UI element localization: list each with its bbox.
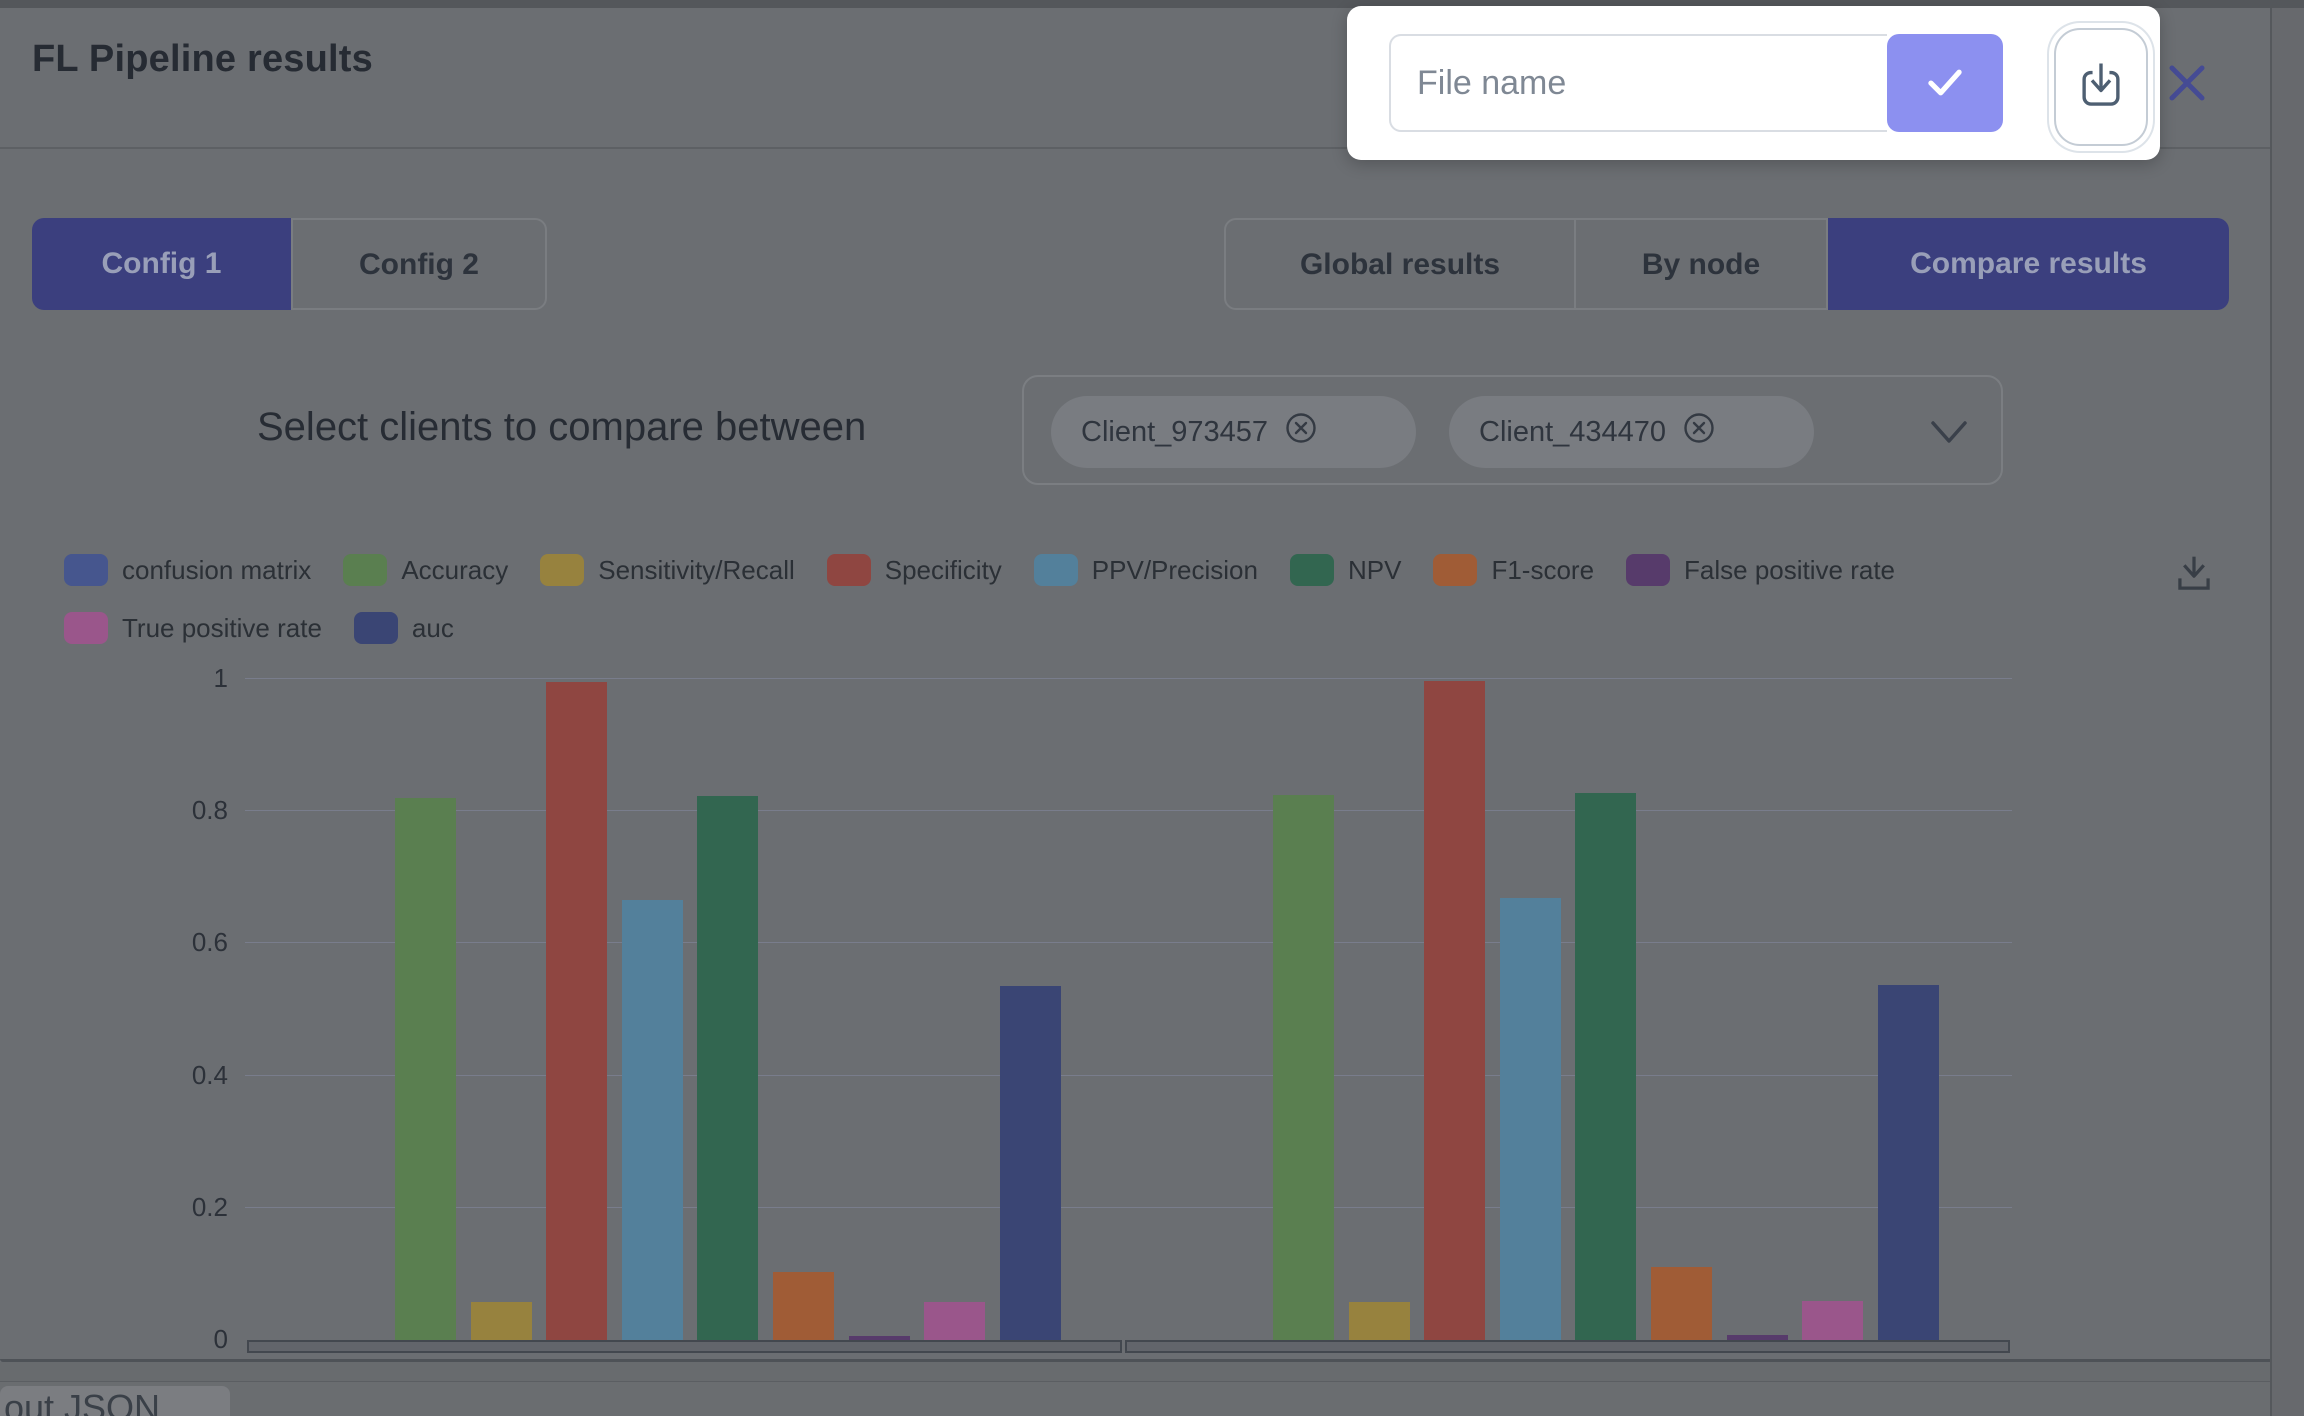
gridline — [245, 942, 2012, 944]
modal-bottom-border — [0, 1359, 2270, 1362]
legend-swatch — [1033, 554, 1078, 586]
legend-label: NPV — [1347, 554, 1402, 585]
footer-bar — [0, 1382, 2270, 1416]
legend-item[interactable]: True positive rate — [64, 612, 322, 644]
top-strip — [0, 0, 2304, 8]
chart-bar — [1424, 680, 1486, 1340]
chart-download-icon[interactable] — [2168, 548, 2220, 600]
close-icon — [2164, 65, 2210, 110]
tab-config-1[interactable]: Config 1 — [32, 218, 291, 310]
legend-item[interactable]: Specificity — [826, 554, 1002, 586]
client-chip-label: Client_434470 — [1479, 415, 1667, 448]
y-axis-tick: 0.6 — [191, 927, 228, 958]
file-name-input[interactable] — [1389, 34, 1887, 132]
chart-bar — [1273, 794, 1334, 1340]
download-icon — [2074, 59, 2128, 116]
legend-swatch — [1289, 554, 1334, 586]
chart-bar — [999, 986, 1061, 1340]
chart-bar — [1877, 985, 1939, 1340]
y-axis-tick: 0.8 — [191, 795, 228, 826]
legend-label: False positive rate — [1684, 554, 1896, 585]
client-multiselect[interactable]: Client_973457 Client_434470 — [1022, 375, 2003, 485]
gridline — [245, 810, 2012, 812]
legend-swatch — [540, 554, 585, 586]
chart-bar — [395, 797, 456, 1340]
legend-item[interactable]: Accuracy — [343, 554, 508, 586]
legend-label: confusion matrix — [122, 554, 312, 585]
chart-bar — [1575, 792, 1637, 1340]
x-axis-band-client-1 — [247, 1340, 1122, 1353]
tab-config-2[interactable]: Config 2 — [291, 218, 547, 310]
legend-swatch — [343, 554, 388, 586]
gridline — [245, 1074, 2012, 1076]
chevron-down-icon[interactable] — [1927, 417, 1971, 447]
legend-label: auc — [411, 612, 454, 643]
y-axis-tick: 0 — [213, 1324, 228, 1354]
legend-swatch — [353, 612, 398, 644]
chart-bar — [621, 900, 683, 1340]
legend-swatch — [826, 554, 871, 586]
chart-bar — [470, 1302, 532, 1340]
legend-swatch — [64, 554, 108, 586]
client-select-label: Select clients to compare between — [257, 405, 867, 449]
legend-label: Sensitivity/Recall — [598, 554, 795, 585]
y-axis-tick: 0.2 — [191, 1191, 228, 1222]
client-chip-label: Client_973457 — [1081, 415, 1269, 448]
chart-bar — [697, 795, 759, 1340]
output-json-tab[interactable]: out JSON — [0, 1386, 230, 1416]
chart-legend: confusion matrix Accuracy Sensitivity/Reca… — [64, 548, 2224, 664]
check-icon — [1919, 56, 1971, 111]
y-axis-tick: 0.4 — [191, 1059, 228, 1090]
legend-item[interactable]: auc — [353, 612, 454, 644]
legend-swatch — [1626, 554, 1671, 586]
output-json-tab-label: out JSON — [4, 1387, 161, 1416]
circle-x-icon[interactable] — [1284, 411, 1318, 453]
legend-label: Specificity — [884, 554, 1002, 585]
chart-bar — [773, 1271, 834, 1340]
legend-item[interactable]: Sensitivity/Recall — [540, 554, 795, 586]
legend-item[interactable]: NPV — [1289, 554, 1402, 586]
chart-bar — [546, 682, 608, 1340]
close-button[interactable] — [2164, 60, 2210, 106]
legend-label: Accuracy — [401, 554, 509, 585]
chart-bar — [1802, 1301, 1864, 1340]
y-axis-tick: 1 — [213, 663, 228, 693]
gridline — [245, 1206, 2012, 1208]
gridline — [245, 678, 2012, 679]
legend-swatch — [1433, 554, 1478, 586]
backdrop — [0, 1362, 2270, 1381]
download-button[interactable] — [2054, 28, 2148, 146]
legend-swatch — [64, 612, 108, 644]
save-file-spotlight — [1347, 6, 2160, 160]
legend-label: F1-score — [1491, 554, 1595, 585]
chart-bar — [1499, 898, 1561, 1340]
legend-item[interactable]: False positive rate — [1626, 554, 1895, 586]
tab-global-results[interactable]: Global results — [1224, 218, 1576, 310]
client-chip[interactable]: Client_973457 — [1051, 396, 1416, 468]
chart-bar — [1651, 1267, 1712, 1340]
tab-compare-results[interactable]: Compare results — [1828, 218, 2229, 310]
chart-bar — [848, 1336, 910, 1340]
scrollbar-track[interactable] — [2270, 8, 2304, 1416]
circle-x-icon[interactable] — [1682, 411, 1716, 453]
legend-item[interactable]: confusion matrix — [64, 554, 311, 586]
legend-item[interactable]: F1-score — [1433, 554, 1594, 586]
chart-bar — [1726, 1335, 1788, 1340]
confirm-button[interactable] — [1887, 34, 2003, 132]
footer-divider — [0, 1381, 2304, 1382]
chart-bar — [924, 1302, 986, 1340]
header-divider — [0, 147, 2270, 149]
client-chip[interactable]: Client_434470 — [1449, 396, 1814, 468]
chart-bar — [1348, 1301, 1410, 1340]
legend-item[interactable]: PPV/Precision — [1033, 554, 1258, 586]
legend-label: True positive rate — [122, 612, 322, 643]
page-title: FL Pipeline results — [32, 38, 373, 80]
legend-label: PPV/Precision — [1091, 554, 1258, 585]
tab-by-node[interactable]: By node — [1574, 218, 1828, 310]
x-axis-band-client-2 — [1125, 1340, 2010, 1353]
